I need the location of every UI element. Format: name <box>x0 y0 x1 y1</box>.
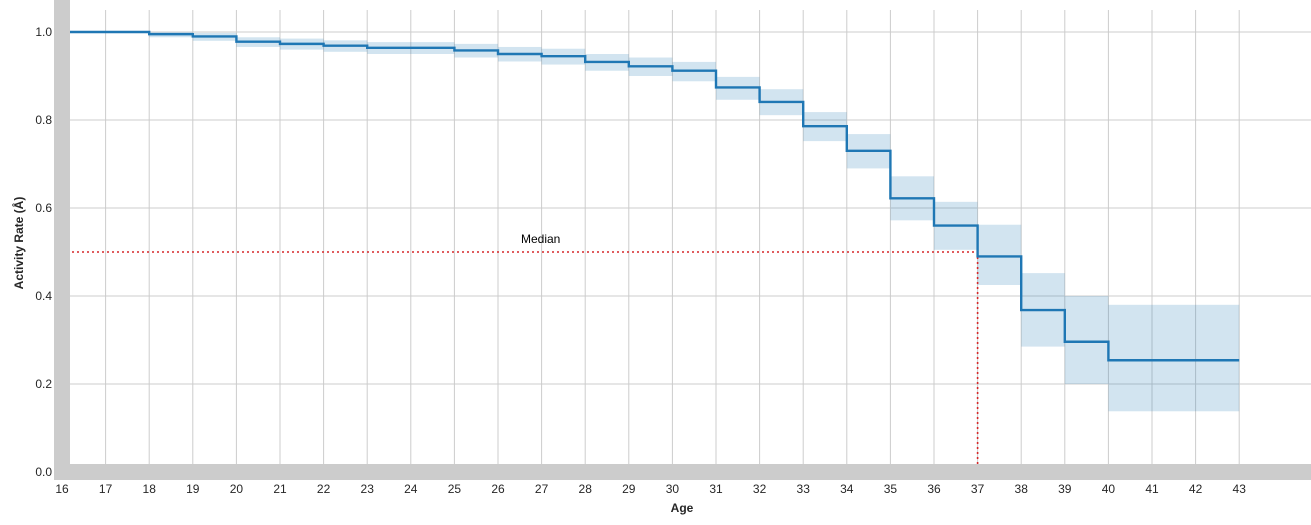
gridlines <box>62 10 1311 472</box>
median-label: Median <box>521 232 560 246</box>
x-tick-label: 36 <box>927 482 941 496</box>
median-lines <box>72 251 979 472</box>
x-tick-label: 29 <box>622 482 636 496</box>
y-tick-label: 0.6 <box>35 201 52 215</box>
x-tick-label: 16 <box>55 482 69 496</box>
x-tick-label: 24 <box>404 482 418 496</box>
x-tick-label: 25 <box>448 482 462 496</box>
x-tick-label: 27 <box>535 482 549 496</box>
x-tick-label: 19 <box>186 482 200 496</box>
confidence-band <box>62 32 1240 412</box>
bottom-axis-spine <box>54 464 1311 480</box>
x-tick-label: 21 <box>273 482 287 496</box>
x-tick-label: 35 <box>884 482 898 496</box>
x-tick-label: 43 <box>1233 482 1247 496</box>
y-tick-label: 0.2 <box>35 377 52 391</box>
x-axis-title: Age <box>671 501 694 515</box>
axis-frame <box>54 0 1311 480</box>
x-tick-label: 39 <box>1058 482 1072 496</box>
confidence-band-segment <box>977 224 1022 285</box>
x-tick-label: 22 <box>317 482 331 496</box>
confidence-band-segment <box>1108 304 1240 412</box>
survival-step-path <box>62 30 1240 362</box>
x-tick-label: 20 <box>230 482 244 496</box>
y-tick-label: 0.0 <box>35 465 52 479</box>
y-axis-title: Activity Rate (Å) <box>11 197 26 290</box>
x-tick-label: 40 <box>1102 482 1116 496</box>
x-tick-label: 18 <box>143 482 157 496</box>
x-tick-label: 30 <box>666 482 680 496</box>
x-tick-label: 38 <box>1015 482 1029 496</box>
y-tick-label: 1.0 <box>35 25 52 39</box>
y-tick-label: 0.8 <box>35 113 52 127</box>
x-tick-label: 17 <box>99 482 113 496</box>
x-tick-label: 32 <box>753 482 767 496</box>
x-tick-label: 23 <box>361 482 375 496</box>
x-tick-label: 41 <box>1145 482 1159 496</box>
x-tick-labels: 16 17 18 19 20 21 22 23 24 25 26 27 28 29 30 31 32 33 34 35… <box>55 482 1246 496</box>
y-tick-label: 0.4 <box>35 289 52 303</box>
confidence-band-segment <box>1064 296 1109 384</box>
x-tick-label: 28 <box>579 482 593 496</box>
x-tick-label: 33 <box>797 482 811 496</box>
left-axis-spine <box>54 0 70 480</box>
survival-step-line <box>62 30 1240 362</box>
y-tick-labels: 0.0 0.2 0.4 0.6 0.8 1.0 <box>35 25 52 479</box>
x-tick-label: 31 <box>709 482 723 496</box>
x-tick-label: 34 <box>840 482 854 496</box>
x-tick-label: 37 <box>971 482 985 496</box>
x-tick-label: 26 <box>491 482 505 496</box>
x-tick-label: 42 <box>1189 482 1203 496</box>
